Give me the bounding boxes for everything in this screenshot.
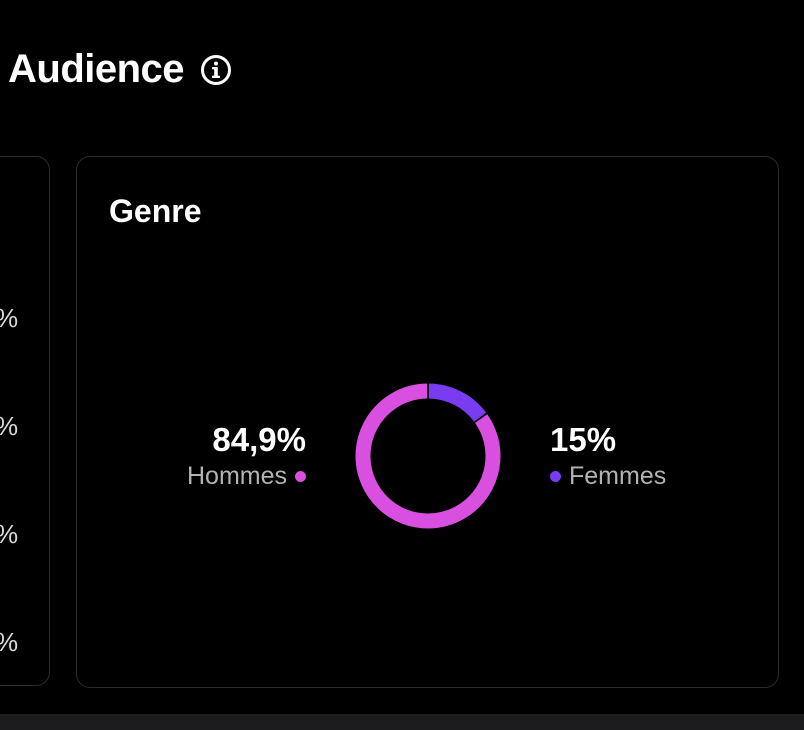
women-legend: Femmes — [550, 461, 666, 491]
bottom-bar — [0, 714, 804, 730]
men-label: Hommes — [186, 462, 287, 490]
women-legend-dot — [550, 470, 561, 482]
women-stat: 15% Femmes — [550, 421, 666, 491]
women-label: Femmes — [569, 462, 667, 490]
women-percentage: 15% — [550, 421, 617, 458]
donut-slice-hommes — [355, 383, 501, 529]
percent-fragment: % — [0, 519, 18, 550]
men-percentage: 84,9% — [212, 421, 306, 458]
percent-fragment: % — [0, 627, 18, 658]
gender-donut-chart — [355, 383, 501, 529]
previous-card: % % % % — [0, 156, 50, 686]
genre-card-title: Genre — [109, 193, 202, 229]
men-stat: 84,9% Hommes — [187, 421, 306, 491]
percent-fragment: % — [0, 411, 18, 442]
info-icon[interactable] — [200, 54, 232, 86]
genre-card: Genre 84,9% Hommes 15% Femmes — [76, 156, 779, 688]
men-legend: Hommes — [187, 461, 306, 491]
page-title: Audience — [8, 46, 185, 91]
men-legend-dot — [295, 470, 306, 482]
percent-fragment: % — [0, 303, 18, 334]
audience-header: Audience — [8, 44, 232, 94]
